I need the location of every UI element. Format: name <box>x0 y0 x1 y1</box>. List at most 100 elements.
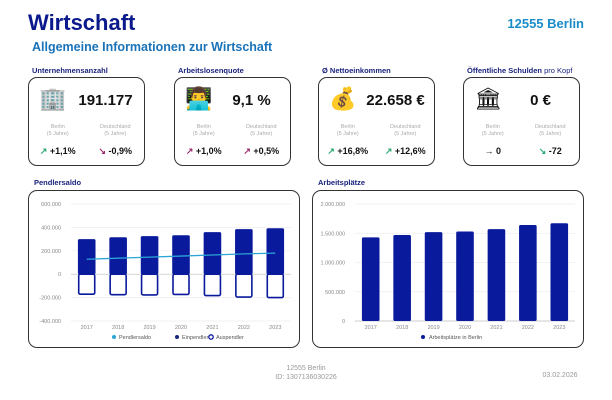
kpi-value: 9,1 % <box>232 92 271 109</box>
legend-label: Auspendler <box>216 335 244 341</box>
kpi-value: 22.658 € <box>366 92 425 109</box>
kpi-right-trend: +12,6% <box>394 146 426 156</box>
bank-building-icon: 🏛 <box>474 86 502 111</box>
kpi-period: (5 Jahre) <box>104 131 127 137</box>
footer-date: 03.02.2026 <box>542 372 578 379</box>
kpi-value: 0 € <box>530 92 551 109</box>
kpi-right-label: Deutschland <box>534 124 566 130</box>
x-tick-label: 2023 <box>553 325 565 331</box>
kpi-label-text: Ø Nettoeinkommen <box>322 66 391 75</box>
kpi-card: 👨‍💻 9,1 % Berlin (5 Jahre) Deutschland (5 … <box>174 77 291 166</box>
kpi-left-trend: +1,1% <box>49 146 76 156</box>
arbeitsplaetze-bar <box>550 223 569 321</box>
x-tick-label: 2020 <box>459 325 471 331</box>
kpi-label: Unternehmensanzahl <box>32 66 108 75</box>
kpi-period: (5 Jahre) <box>250 131 273 137</box>
y-tick-label: 0 <box>342 319 345 325</box>
x-tick-label: 2022 <box>522 325 534 331</box>
kpi-right-trend: -0,9% <box>108 146 133 156</box>
arbeitsplaetze-bar <box>456 231 474 321</box>
trend-arrow-icon: ↘ <box>98 146 106 156</box>
einpendler-bar <box>235 229 253 275</box>
x-tick-label: 2019 <box>427 325 439 331</box>
einpendler-bar <box>203 232 222 275</box>
x-tick-label: 2017 <box>365 325 377 331</box>
legend-marker-icon <box>421 335 425 339</box>
footer-location: 12555 Berlin <box>286 365 326 372</box>
pendlersaldo-chart: 600.000 400.000 200.000 0 -200.000 -400.000 20… <box>28 190 300 348</box>
kpi-right-trend: +0,5% <box>253 146 280 156</box>
y-tick-label: 1.500.000 <box>321 231 345 237</box>
kpi-period: (5 Jahre) <box>192 131 215 137</box>
kpi-label-text: Unternehmensanzahl <box>32 66 108 75</box>
kpi-left-label: Berlin <box>340 124 355 130</box>
arbeitsplaetze-title: Arbeitsplätze <box>318 178 366 187</box>
x-tick-label: 2018 <box>396 325 408 331</box>
kpi-left-trend: +1,0% <box>195 146 222 156</box>
y-tick-label: 200.000 <box>41 249 61 255</box>
einpendler-bar <box>109 237 127 275</box>
auspendler-bar <box>203 273 222 297</box>
kpi-period: (5 Jahre) <box>394 131 417 137</box>
trend-arrow-icon: ↗ <box>243 146 251 156</box>
kpi-card: 🏢 191.177 Berlin (5 Jahre) Deutschland (5 … <box>28 77 145 166</box>
kpi-period: (5 Jahre) <box>539 131 562 137</box>
trend-arrow-icon: ↘ <box>538 146 547 156</box>
legend-label: Arbeitsplätze in Berlin <box>429 335 482 341</box>
x-tick-label: 2021 <box>490 325 502 331</box>
auspendler-bar <box>266 273 285 299</box>
trend-arrow-icon: ↗ <box>384 146 393 156</box>
kpi-label-text: Arbeitslosenquote <box>178 66 244 75</box>
trend-arrow-icon: ↗ <box>185 146 194 156</box>
legend-marker-icon <box>112 335 116 339</box>
y-tick-label: -400.000 <box>39 319 61 325</box>
y-tick-label: 500.000 <box>325 290 345 296</box>
kpi-left-label: Berlin <box>50 124 65 130</box>
arbeitsplaetze-bar <box>393 235 411 321</box>
footer-id: ID: 1307136030226 <box>275 374 337 381</box>
arbeitsplaetze-bar <box>424 232 443 321</box>
kpi-right-label: Deutschland <box>389 124 421 130</box>
kpi-right-trend: -72 <box>548 146 562 156</box>
y-tick-label: 2.000.000 <box>321 202 345 208</box>
kpi-left-trend: +16,8% <box>337 146 369 156</box>
legend-marker-icon <box>208 334 214 340</box>
legend-marker-icon <box>175 335 179 339</box>
kpi-right-label: Deutschland <box>99 124 131 130</box>
person-at-laptop-icon: 👨‍💻 <box>185 86 213 111</box>
kpi-label: Ø Nettoeinkommen <box>322 66 391 75</box>
auspendler-bar <box>140 273 159 296</box>
kpi-card: 💰 22.658 € Berlin (5 Jahre) Deutschland (5… <box>318 77 435 166</box>
page-title: Wirtschaft <box>28 10 136 35</box>
x-tick-label: 2023 <box>269 325 281 331</box>
auspendler-bar <box>235 273 253 298</box>
legend-label: Pendlersaldo <box>119 335 151 341</box>
x-tick-label: 2022 <box>238 325 250 331</box>
y-tick-label: 1.000.000 <box>321 261 345 267</box>
kpi-period: (5 Jahre) <box>336 131 359 137</box>
kpi-label-suffix: pro Kopf <box>544 66 573 75</box>
legend-label: Einpendler <box>182 335 208 341</box>
kpi-label: Öffentliche Schulden pro Kopf <box>467 66 572 75</box>
auspendler-bar <box>109 273 127 296</box>
einpendler-bar <box>172 235 190 275</box>
kpi-left-trend: 0 <box>496 146 502 156</box>
y-tick-label: 400.000 <box>41 225 61 231</box>
x-tick-label: 2021 <box>206 325 218 331</box>
arbeitsplaetze-bar <box>361 237 380 321</box>
kpi-left-label: Berlin <box>485 124 500 130</box>
auspendler-bar <box>77 273 96 296</box>
office-building-icon: 🏢 <box>39 86 67 111</box>
pendlersaldo-line <box>86 252 276 260</box>
trend-arrow-icon: ↗ <box>39 146 48 156</box>
x-tick-label: 2017 <box>81 325 93 331</box>
auspendler-bar <box>172 273 190 296</box>
einpendler-bar <box>140 236 159 275</box>
kpi-right-label: Deutschland <box>245 124 277 130</box>
kpi-label-text: Öffentliche Schulden <box>467 66 543 75</box>
arbeitsplaetze-bar <box>487 229 506 321</box>
x-tick-label: 2020 <box>175 325 187 331</box>
y-tick-label: -200.000 <box>39 296 61 302</box>
location-label: 12555 Berlin <box>507 16 584 31</box>
x-tick-label: 2018 <box>112 325 124 331</box>
